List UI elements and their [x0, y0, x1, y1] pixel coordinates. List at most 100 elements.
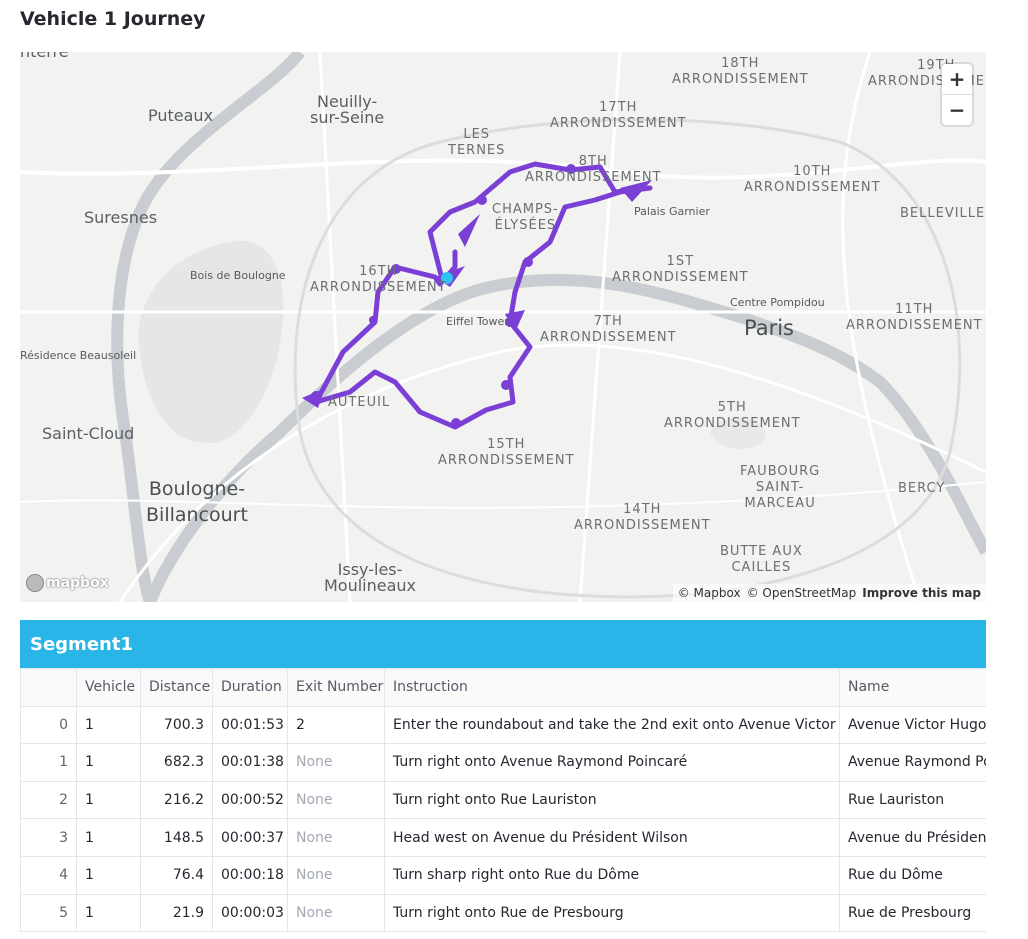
zoom-control: + − — [942, 64, 972, 125]
table-row: 1 1 682.3 00:01:38 None Turn right onto … — [20, 743, 986, 782]
label-15th: 15TH ARRONDISSEMENT — [438, 437, 575, 468]
segment-title: Segment1 — [30, 633, 133, 655]
mapbox-logo[interactable]: mapbox — [26, 574, 109, 592]
cell-exit-number[interactable]: None — [287, 743, 385, 782]
cell-duration[interactable]: 00:00:18 — [212, 855, 288, 895]
label-18th: 18TH ARRONDISSEMENT — [672, 56, 809, 87]
label-auteuil: AUTEUIL — [328, 395, 391, 410]
label-residence-beausoleil: Résidence Beausoleil — [20, 349, 137, 362]
column-header-distance[interactable]: Distance — [140, 668, 213, 707]
route-waypoint[interactable] — [369, 316, 377, 324]
cell-distance[interactable]: 21.9 — [140, 893, 213, 933]
cell-duration[interactable]: 00:01:53 — [212, 705, 288, 745]
cell-instruction[interactable]: Turn right onto Rue de Presbourg — [384, 893, 840, 933]
label-issy: Issy-les- Moulineaux — [324, 560, 417, 595]
cell-instruction[interactable]: Turn right onto Avenue Raymond Poincaré — [384, 743, 840, 782]
cell-index[interactable]: 5 — [20, 893, 77, 933]
route-waypoint[interactable] — [505, 317, 515, 327]
cell-name[interactable]: Avenue Raymond Poincaré — [839, 743, 986, 782]
cell-exit-number[interactable]: None — [287, 818, 385, 857]
route-direction-arrow — [505, 310, 525, 332]
column-header-vehicle[interactable]: Vehicle — [76, 668, 141, 707]
label-ternes: LES TERNES — [448, 127, 506, 158]
label-1st: 1ST ARRONDISSEMENT — [612, 254, 749, 285]
cell-distance[interactable]: 682.3 — [140, 743, 213, 782]
cell-distance[interactable]: 76.4 — [140, 855, 213, 895]
journey-route — [302, 161, 653, 430]
label-10th: 10TH ARRONDISSEMENT — [744, 164, 881, 195]
label-champs-elysees: CHAMPS- ÉLYSÉES — [492, 202, 559, 233]
column-header-index[interactable] — [20, 668, 77, 707]
label-faubourg-saint-marceau: FAUBOURG SAINT- MARCEAU — [740, 464, 821, 511]
cell-index[interactable]: 3 — [20, 818, 77, 857]
cell-vehicle[interactable]: 1 — [76, 705, 141, 745]
label-belleville: BELLEVILLE — [900, 206, 986, 221]
route-waypoint[interactable] — [391, 264, 401, 274]
route-waypoint[interactable] — [477, 195, 487, 205]
label-palais-garnier: Palais Garnier — [634, 205, 710, 218]
cell-name[interactable]: Rue Lauriston — [839, 780, 986, 820]
label-paris: Paris — [744, 316, 794, 340]
attribution-osm-link[interactable]: © OpenStreetMap — [746, 586, 857, 600]
label-nanterre: nterre — [20, 52, 69, 60]
zoom-in-button[interactable]: + — [948, 67, 966, 91]
cell-instruction[interactable]: Head west on Avenue du Président Wilson — [384, 818, 840, 857]
cell-name[interactable]: Avenue du Président Wilson — [839, 818, 986, 857]
cell-name[interactable]: Rue du Dôme — [839, 855, 986, 895]
cell-vehicle[interactable]: 1 — [76, 893, 141, 933]
cell-exit-number[interactable]: None — [287, 855, 385, 895]
cell-distance[interactable]: 148.5 — [140, 818, 213, 857]
cell-instruction[interactable]: Turn right onto Rue Lauriston — [384, 780, 840, 820]
map-attribution: © Mapbox © OpenStreetMap Improve this ma… — [672, 584, 986, 602]
cell-exit-number[interactable]: None — [287, 780, 385, 820]
cell-exit-number[interactable]: 2 — [287, 705, 385, 745]
column-header-exit-number[interactable]: Exit Number — [287, 668, 385, 707]
label-neuilly: Neuilly-sur-Seine — [310, 92, 385, 127]
column-header-name[interactable]: Name — [839, 668, 986, 707]
cell-instruction[interactable]: Enter the roundabout and take the 2nd ex… — [384, 705, 840, 745]
cell-distance[interactable]: 700.3 — [140, 705, 213, 745]
route-waypoint[interactable] — [311, 391, 321, 401]
cell-name[interactable]: Rue de Presbourg — [839, 893, 986, 933]
label-bois-de-boulogne: Bois de Boulogne — [190, 269, 286, 282]
segment-header: Segment1 — [20, 620, 986, 668]
cell-vehicle[interactable]: 1 — [76, 855, 141, 895]
segment-table-container[interactable]: Vehicle Distance Duration Exit Number In… — [20, 668, 986, 939]
cell-index[interactable]: 4 — [20, 855, 77, 895]
column-header-duration[interactable]: Duration — [212, 668, 288, 707]
column-header-instruction[interactable]: Instruction — [384, 668, 840, 707]
mapbox-logo-text: mapbox — [46, 575, 109, 591]
label-16th: 16TH ARRONDISSEMENT — [310, 264, 447, 295]
attribution-mapbox-link[interactable]: © Mapbox — [677, 586, 741, 600]
cell-vehicle[interactable]: 1 — [76, 743, 141, 782]
cell-vehicle[interactable]: 1 — [76, 780, 141, 820]
cell-vehicle[interactable]: 1 — [76, 818, 141, 857]
mapbox-logo-icon — [26, 574, 44, 592]
cell-duration[interactable]: 00:01:38 — [212, 743, 288, 782]
cell-index[interactable]: 1 — [20, 743, 77, 782]
route-waypoint[interactable] — [566, 164, 576, 174]
cell-duration[interactable]: 00:00:52 — [212, 780, 288, 820]
route-direction-arrow — [458, 214, 480, 247]
cell-exit-number[interactable]: None — [287, 893, 385, 933]
zoom-out-button[interactable]: − — [942, 94, 972, 125]
cell-name[interactable]: Avenue Victor Hugo — [839, 705, 986, 745]
cell-instruction[interactable]: Turn sharp right onto Rue du Dôme — [384, 855, 840, 895]
route-waypoint[interactable] — [523, 257, 533, 267]
cell-distance[interactable]: 216.2 — [140, 780, 213, 820]
improve-map-link[interactable]: Improve this map — [862, 586, 981, 600]
label-boulogne-billancourt: Boulogne- Billancourt — [146, 478, 248, 526]
label-8th: 8TH ARRONDISSEMENT — [525, 154, 662, 185]
route-waypoint[interactable] — [501, 380, 511, 390]
cell-duration[interactable]: 00:00:37 — [212, 818, 288, 857]
table-header-row: Vehicle Distance Duration Exit Number In… — [20, 668, 986, 707]
vehicle-marker[interactable] — [441, 272, 453, 284]
label-butte-aux-cailles: BUTTE AUX CAILLES — [720, 544, 803, 575]
cell-index[interactable]: 2 — [20, 780, 77, 820]
cell-index[interactable]: 0 — [20, 705, 77, 745]
route-waypoint[interactable] — [451, 418, 461, 428]
cell-duration[interactable]: 00:00:03 — [212, 893, 288, 933]
label-17th: 17TH ARRONDISSEMENT — [550, 100, 687, 131]
table-row: 3 1 148.5 00:00:37 None Head west on Ave… — [20, 818, 986, 857]
